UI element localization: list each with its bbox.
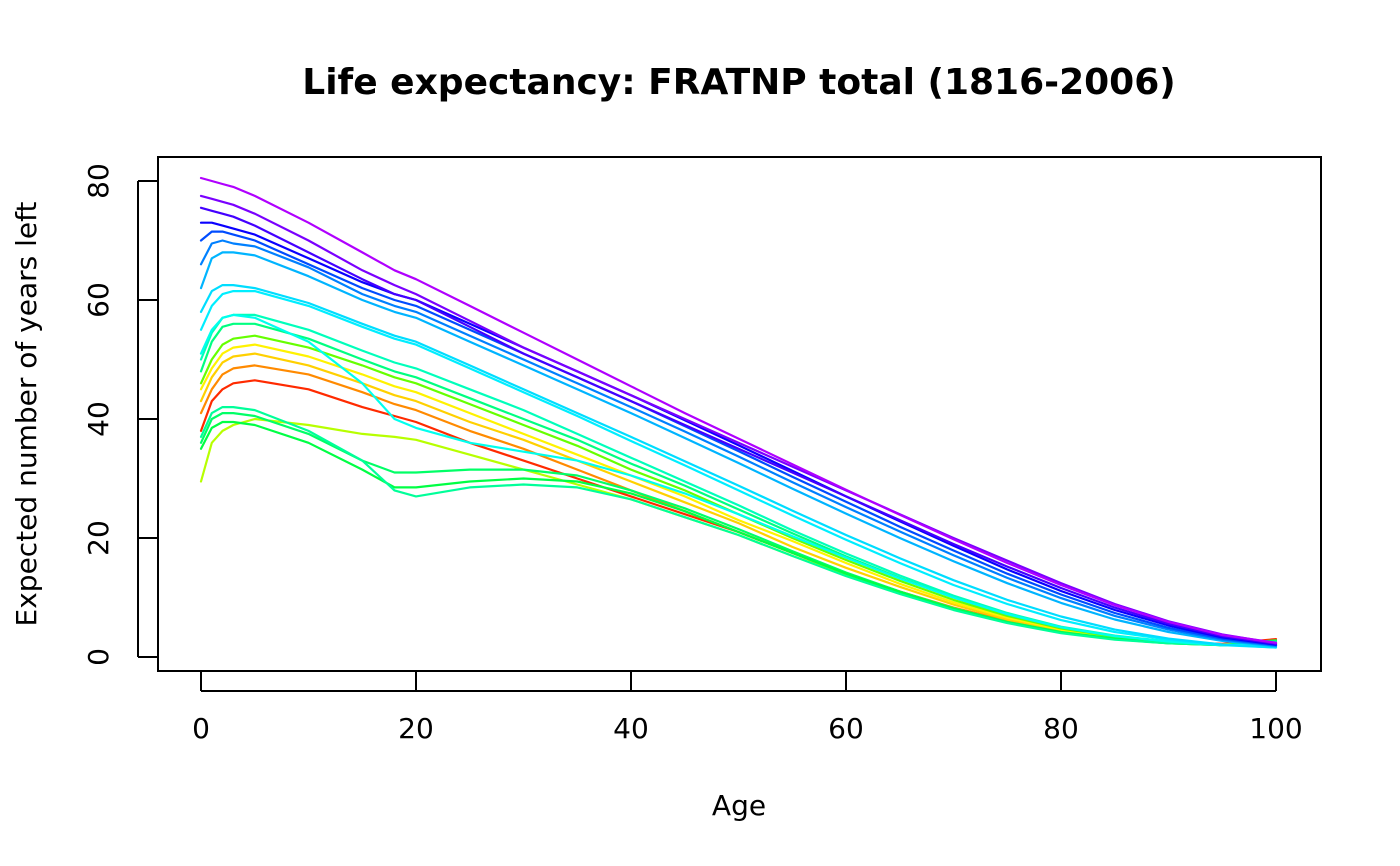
series-line-15 bbox=[199, 251, 1278, 648]
series-line-3 bbox=[199, 352, 1278, 646]
y-tick-label: 40 bbox=[82, 401, 115, 437]
series-line-13 bbox=[199, 290, 1278, 649]
series-line-21 bbox=[199, 176, 1278, 644]
series-layer bbox=[199, 176, 1278, 649]
y-axis: 0 20 40 60 80 bbox=[82, 163, 158, 666]
series-line-4 bbox=[199, 343, 1278, 647]
x-tick-label: 100 bbox=[1249, 712, 1302, 745]
series-line-20 bbox=[199, 194, 1278, 645]
y-axis-label: Expected number of years left bbox=[10, 202, 43, 627]
y-tick-label: 80 bbox=[82, 163, 115, 199]
x-tick-label: 20 bbox=[398, 712, 434, 745]
x-axis-label: Age bbox=[712, 789, 766, 822]
x-tick-label: 60 bbox=[828, 712, 864, 745]
series-line-19 bbox=[199, 206, 1278, 646]
x-tick-label: 80 bbox=[1043, 712, 1079, 745]
chart-title: Life expectancy: FRATNP total (1816-2006… bbox=[302, 62, 1175, 103]
plot-area bbox=[157, 156, 1322, 672]
series-line-16 bbox=[199, 239, 1278, 647]
series-line-9 bbox=[199, 406, 1278, 647]
y-tick-label: 0 bbox=[82, 648, 115, 666]
x-axis: 0 20 40 60 80 100 bbox=[192, 671, 1303, 745]
x-tick-label: 40 bbox=[613, 712, 649, 745]
y-tick-label: 20 bbox=[82, 520, 115, 556]
series-line-12 bbox=[199, 313, 1278, 647]
x-tick-label: 0 bbox=[192, 712, 210, 745]
y-tick-label: 60 bbox=[82, 282, 115, 318]
series-line-14 bbox=[199, 284, 1278, 649]
